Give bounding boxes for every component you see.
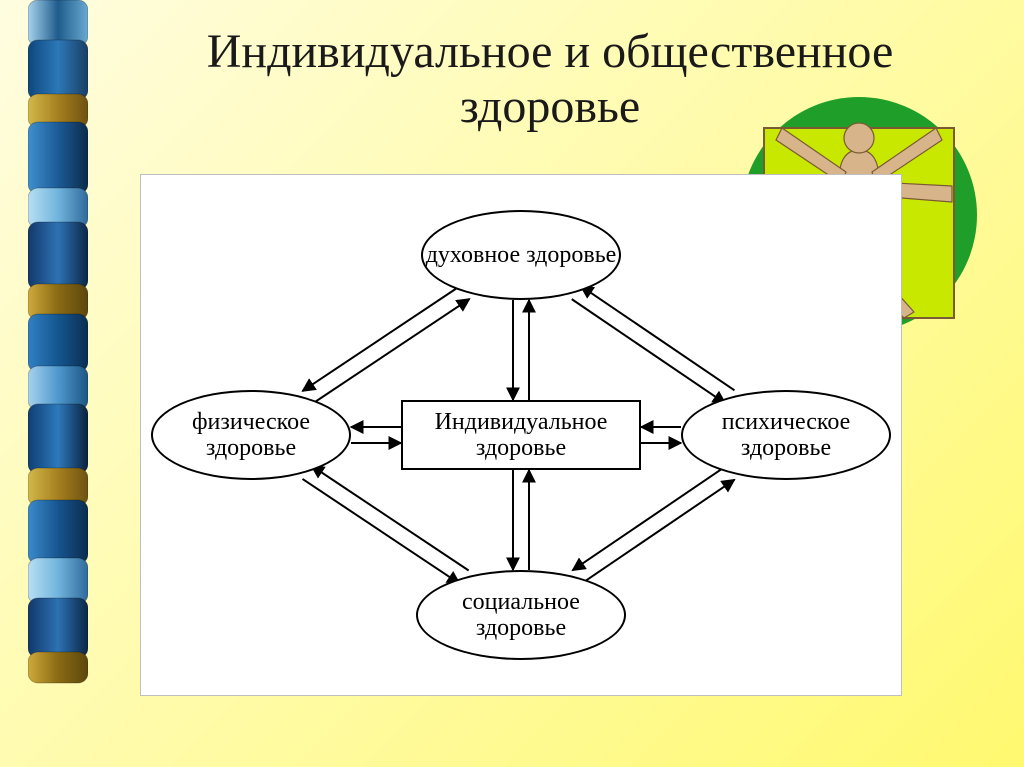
diagram-node-label: Индивидуальное здоровье (413, 409, 629, 462)
diagram: Индивидуальное здоровье духовное здоровье… (140, 174, 902, 696)
diagram-node-label: физическое здоровье (153, 409, 349, 462)
diagram-node-left: физическое здоровье (151, 390, 351, 480)
diagram-node-bottom: социальное здоровье (416, 570, 626, 660)
side-band-svg (28, 0, 88, 767)
diagram-node-label: психическое здоровье (683, 409, 889, 462)
diagram-node-center: Индивидуальное здоровье (401, 400, 641, 470)
diagram-node-label: духовное здоровье (426, 242, 617, 268)
slide: Индивидуальное и общественное здоровье И… (0, 0, 1024, 767)
diagram-node-top: духовное здоровье (421, 210, 621, 300)
diagram-node-label: социальное здоровье (418, 589, 624, 642)
diagram-node-right: психическое здоровье (681, 390, 891, 480)
decorative-side-band (28, 0, 88, 767)
